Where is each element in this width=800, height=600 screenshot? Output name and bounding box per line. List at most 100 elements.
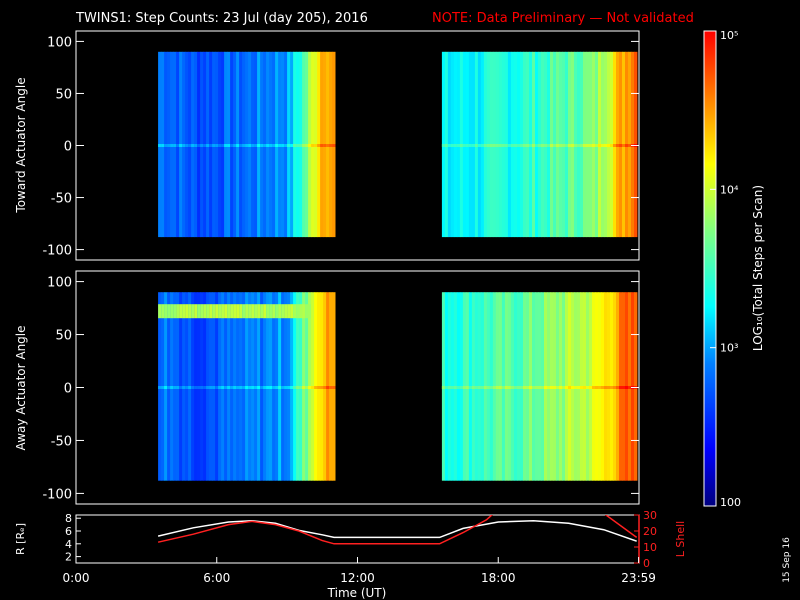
- zero-angle-stripe: [480, 144, 485, 147]
- zero-angle-stripe: [272, 144, 276, 147]
- zero-angle-stripe: [314, 386, 318, 389]
- y-tick-label: 100: [47, 35, 72, 50]
- zero-angle-stripe: [538, 386, 542, 389]
- zero-angle-stripe: [571, 144, 575, 147]
- zero-angle-stripe: [595, 144, 599, 147]
- zero-angle-stripe: [604, 144, 608, 147]
- zero-angle-stripe: [562, 386, 566, 389]
- zero-angle-stripe: [477, 386, 482, 389]
- zero-angle-stripe: [332, 144, 336, 147]
- zero-angle-stripe: [577, 386, 581, 389]
- zero-angle-stripe: [188, 386, 192, 389]
- zero-angle-stripe: [173, 386, 177, 389]
- zero-angle-stripe: [495, 144, 500, 147]
- zero-angle-stripe: [468, 144, 473, 147]
- zero-angle-stripe: [329, 386, 333, 389]
- zero-angle-stripe: [495, 386, 500, 389]
- zero-angle-stripe: [456, 386, 461, 389]
- zero-angle-stripe: [489, 144, 494, 147]
- zero-angle-stripe: [266, 144, 270, 147]
- zero-angle-stripe: [320, 386, 324, 389]
- zero-angle-stripe: [526, 144, 530, 147]
- zero-angle-stripe: [471, 144, 476, 147]
- zero-angle-stripe: [158, 386, 162, 389]
- zero-angle-stripe: [535, 386, 539, 389]
- zero-angle-stripe: [598, 144, 602, 147]
- zero-angle-stripe: [314, 144, 318, 147]
- zero-angle-stripe: [559, 144, 563, 147]
- zero-angle-stripe: [302, 386, 306, 389]
- zero-angle-stripe: [601, 144, 605, 147]
- zero-angle-stripe: [158, 144, 162, 147]
- zero-angle-stripe: [206, 386, 210, 389]
- enhanced-band: [203, 304, 207, 319]
- zero-angle-stripe: [610, 386, 614, 389]
- zero-angle-stripe: [290, 144, 294, 147]
- zero-angle-stripe: [526, 386, 530, 389]
- zero-angle-stripe: [287, 386, 291, 389]
- l-shell-axis: 0 10 20 30: [634, 509, 657, 570]
- zero-angle-stripe: [601, 386, 605, 389]
- zero-angle-stripe: [275, 386, 279, 389]
- enhanced-band: [299, 304, 303, 319]
- zero-angle-stripe: [492, 386, 497, 389]
- zero-angle-stripe: [619, 386, 623, 389]
- zero-angle-stripe: [197, 144, 201, 147]
- y-tick-label: -100: [42, 244, 72, 259]
- zero-angle-stripe: [236, 144, 240, 147]
- r-axis-label: R [Rₑ]: [14, 523, 27, 555]
- zero-angle-stripe: [278, 144, 282, 147]
- zero-angle-stripe: [559, 386, 563, 389]
- zero-angle-stripe: [625, 386, 629, 389]
- zero-angle-stripe: [486, 144, 491, 147]
- zero-angle-stripe: [293, 386, 297, 389]
- zero-angle-stripe: [532, 144, 536, 147]
- zero-angle-stripe: [520, 144, 524, 147]
- colorbar-gradient: [703, 30, 717, 507]
- enhanced-band: [275, 304, 279, 319]
- enhanced-band: [248, 304, 252, 319]
- enhanced-band: [188, 304, 192, 319]
- toward-y-axis: -100 -50 0 50 100: [42, 35, 639, 259]
- zero-angle-stripe: [281, 386, 285, 389]
- zero-angle-stripe: [501, 386, 506, 389]
- away-spectrogram-panel: -100 -50 0 50 100 Away Actuator Angle: [14, 270, 640, 505]
- zero-angle-stripe: [535, 144, 539, 147]
- time-tick-label: 12:00: [340, 571, 375, 585]
- enhanced-band: [308, 304, 312, 319]
- zero-angle-stripe: [441, 144, 446, 147]
- zero-angle-stripe: [260, 386, 264, 389]
- zero-angle-stripe: [553, 144, 557, 147]
- orbit-lines: [157, 515, 638, 545]
- zero-angle-stripe: [474, 386, 479, 389]
- zero-angle-stripe: [245, 386, 249, 389]
- enhanced-band: [284, 304, 288, 319]
- enhanced-band: [173, 304, 177, 319]
- enhanced-band: [170, 304, 174, 319]
- zero-angle-stripe: [529, 386, 533, 389]
- zero-angle-stripe: [263, 144, 267, 147]
- zero-angle-stripe: [272, 386, 276, 389]
- enhanced-band: [230, 304, 234, 319]
- date-stamp: 15 Sep 16: [782, 537, 792, 583]
- zero-angle-stripe: [616, 386, 620, 389]
- zero-angle-stripe: [628, 144, 632, 147]
- zero-angle-stripe: [224, 386, 228, 389]
- zero-angle-stripe: [541, 144, 545, 147]
- zero-angle-stripe: [191, 386, 195, 389]
- zero-angle-stripe: [236, 386, 240, 389]
- zero-angle-stripe: [459, 386, 464, 389]
- zero-angle-stripe: [203, 386, 207, 389]
- toward-spectrogram-data: [158, 51, 638, 238]
- zero-angle-stripe: [323, 144, 327, 147]
- time-axis-label: Time (UT): [327, 586, 387, 600]
- zero-angle-stripe: [589, 144, 593, 147]
- zero-angle-stripe: [173, 144, 177, 147]
- zero-angle-stripe: [544, 144, 548, 147]
- zero-angle-stripe: [604, 386, 608, 389]
- zero-angle-stripe: [447, 386, 452, 389]
- zero-angle-stripe: [221, 386, 225, 389]
- y-tick-label: -100: [42, 487, 72, 502]
- zero-angle-stripe: [462, 144, 467, 147]
